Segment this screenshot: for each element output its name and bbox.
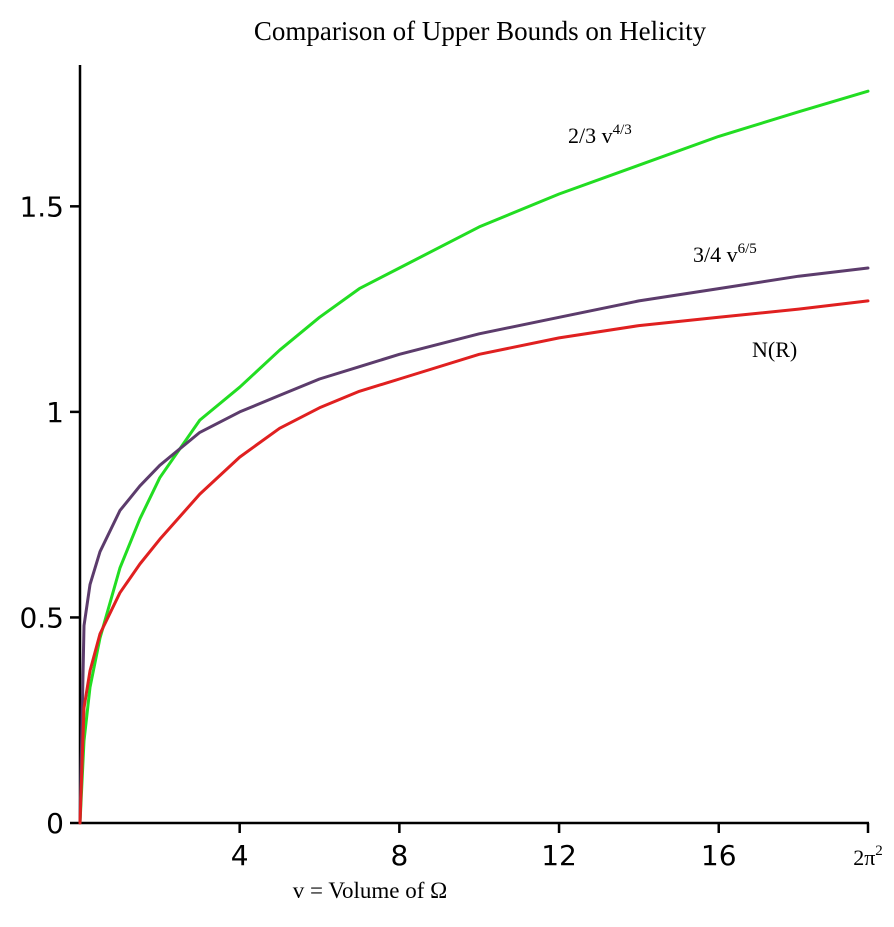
series-layer <box>78 89 870 825</box>
x-tick-label-sup: 2 <box>875 843 883 859</box>
series-line-2 <box>78 299 870 825</box>
series-annotation-base: 3/4 v <box>693 242 738 267</box>
y-tick-label: 1 <box>46 396 64 429</box>
x-tick-label: 8 <box>390 839 408 872</box>
axes: 0 0.5 1 1.5 4 8 12 16 2π2 <box>19 65 883 872</box>
annotation-layer: 2/3 v4/3 3/4 v6/5 N(R) <box>568 122 797 362</box>
series-annotation-sup: 4/3 <box>613 122 632 138</box>
series-annotation-base: N(R) <box>752 337 797 362</box>
x-tick-label-base: 2π <box>853 845 875 870</box>
y-tick-label: 0 <box>46 807 64 840</box>
series-annotation: 3/4 v6/5 <box>693 241 757 267</box>
x-tick-label: 16 <box>701 839 737 872</box>
series-annotation-sup: 6/5 <box>738 241 757 257</box>
series-line-1 <box>78 266 870 825</box>
chart-title: Comparison of Upper Bounds on Helicity <box>254 16 707 46</box>
series-annotation: N(R) <box>752 337 797 362</box>
y-tick-label: 0.5 <box>19 601 64 634</box>
series-annotation-base: 2/3 v <box>568 123 613 148</box>
x-tick-label: 2π2 <box>853 843 883 870</box>
y-tick-label: 1.5 <box>19 190 64 223</box>
series-line-0 <box>78 89 870 825</box>
x-tick-label: 12 <box>541 839 577 872</box>
x-axis-label: v = Volume of Ω <box>293 878 447 903</box>
series-annotation: 2/3 v4/3 <box>568 122 632 148</box>
x-tick-label: 4 <box>231 839 249 872</box>
